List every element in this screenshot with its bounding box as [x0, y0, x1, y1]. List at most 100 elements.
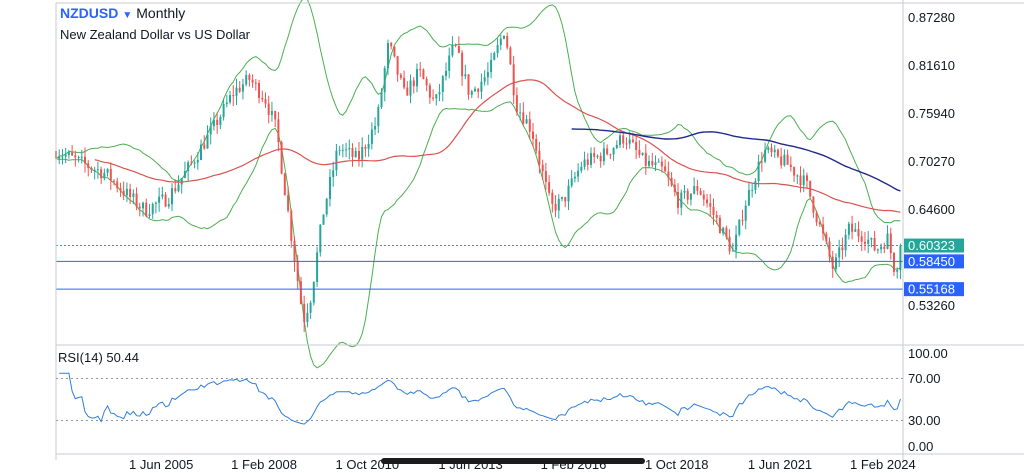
candle-body — [557, 198, 560, 211]
candle-body — [229, 95, 231, 103]
candle — [835, 253, 837, 273]
price-tick-label: 0.87280 — [908, 10, 955, 25]
candle-body — [738, 219, 741, 235]
candle-body — [312, 282, 315, 303]
candle — [77, 155, 80, 163]
candle — [451, 36, 454, 58]
candle — [148, 204, 151, 219]
candle-body — [499, 38, 502, 46]
candle — [677, 183, 679, 215]
candle-body — [822, 224, 825, 234]
candle-body — [232, 95, 235, 97]
symbol-name[interactable]: NZDUSD — [60, 5, 119, 21]
bollinger-lower-band — [55, 101, 901, 369]
rsi-legend: RSI(14) 50.44 — [58, 350, 139, 365]
candle — [477, 87, 480, 99]
candle — [445, 62, 447, 81]
candle — [519, 103, 522, 121]
candle-body — [741, 219, 744, 221]
candle-body — [815, 212, 818, 223]
candle-body — [422, 69, 425, 79]
candle-body — [180, 178, 183, 185]
candle — [818, 219, 821, 227]
candle — [596, 154, 599, 159]
candle — [457, 36, 460, 54]
candle-body — [309, 302, 312, 313]
bollinger-upper-band — [55, 0, 901, 224]
candle-body — [554, 203, 557, 211]
moving-average-blue — [571, 128, 901, 192]
candle — [735, 225, 738, 259]
candle-body — [390, 43, 393, 47]
candlestick-series — [55, 32, 902, 333]
candle — [602, 141, 605, 166]
price-line: 0.55168 — [56, 282, 964, 297]
candle — [206, 125, 209, 149]
candle-body — [590, 153, 592, 165]
candle — [747, 181, 750, 206]
candle — [754, 178, 757, 194]
candle-body — [416, 69, 418, 87]
candle-body — [216, 119, 219, 125]
candle — [80, 149, 83, 164]
candle-body — [625, 143, 628, 145]
candle — [138, 202, 141, 217]
candle-body — [287, 195, 290, 211]
candle — [467, 74, 470, 100]
candle — [380, 88, 383, 109]
candle-body — [254, 82, 257, 84]
candle-body — [838, 247, 841, 258]
price-tick-label: 0.75940 — [908, 106, 955, 121]
candle-body — [258, 83, 260, 98]
candle — [532, 122, 534, 148]
time-tick-label: 1 Feb 2024 — [850, 457, 916, 472]
candle — [106, 168, 109, 177]
candle-body — [728, 236, 731, 252]
moving-average-red — [94, 79, 901, 213]
candle — [886, 225, 889, 250]
candle-body — [193, 162, 196, 164]
candle — [103, 168, 106, 181]
candle-body — [225, 102, 228, 104]
candle-body — [876, 249, 879, 251]
candle-body — [383, 68, 386, 93]
candle-body — [586, 159, 589, 165]
candle-body — [519, 112, 522, 114]
candle-body — [358, 151, 360, 160]
candle-body — [747, 190, 750, 206]
candle — [522, 102, 525, 126]
candle — [254, 78, 257, 91]
time-scroll-handle[interactable] — [381, 458, 645, 464]
price-line: 0.58450 — [56, 254, 964, 269]
candle — [361, 137, 364, 168]
candle — [667, 161, 670, 187]
candle-body — [474, 88, 476, 92]
candle-body — [696, 186, 699, 191]
candle — [309, 300, 312, 319]
candle-body — [796, 175, 799, 177]
candle-body — [606, 148, 609, 155]
price-tick-label: 0.70270 — [908, 154, 955, 169]
price-axis[interactable]: 0.87280 0.81610 0.75940 0.70270 0.64600 0.532… — [55, 0, 1024, 460]
interval-label[interactable]: Monthly — [136, 5, 186, 21]
candle — [235, 78, 238, 106]
candle — [776, 148, 779, 159]
candle — [493, 51, 496, 61]
candle-body — [348, 148, 351, 150]
candle-body — [119, 188, 122, 191]
candle — [393, 46, 396, 58]
candle — [374, 117, 377, 136]
candle-body — [113, 180, 115, 182]
candle-body — [116, 181, 119, 189]
candle — [731, 242, 734, 252]
candle — [119, 182, 122, 197]
candle-body — [789, 164, 792, 168]
chevron-down-icon[interactable]: ▼ — [122, 10, 133, 21]
candle-body — [641, 152, 644, 155]
candle-body — [154, 202, 157, 204]
candle — [583, 151, 586, 170]
candle — [241, 78, 244, 100]
candle — [496, 38, 499, 58]
